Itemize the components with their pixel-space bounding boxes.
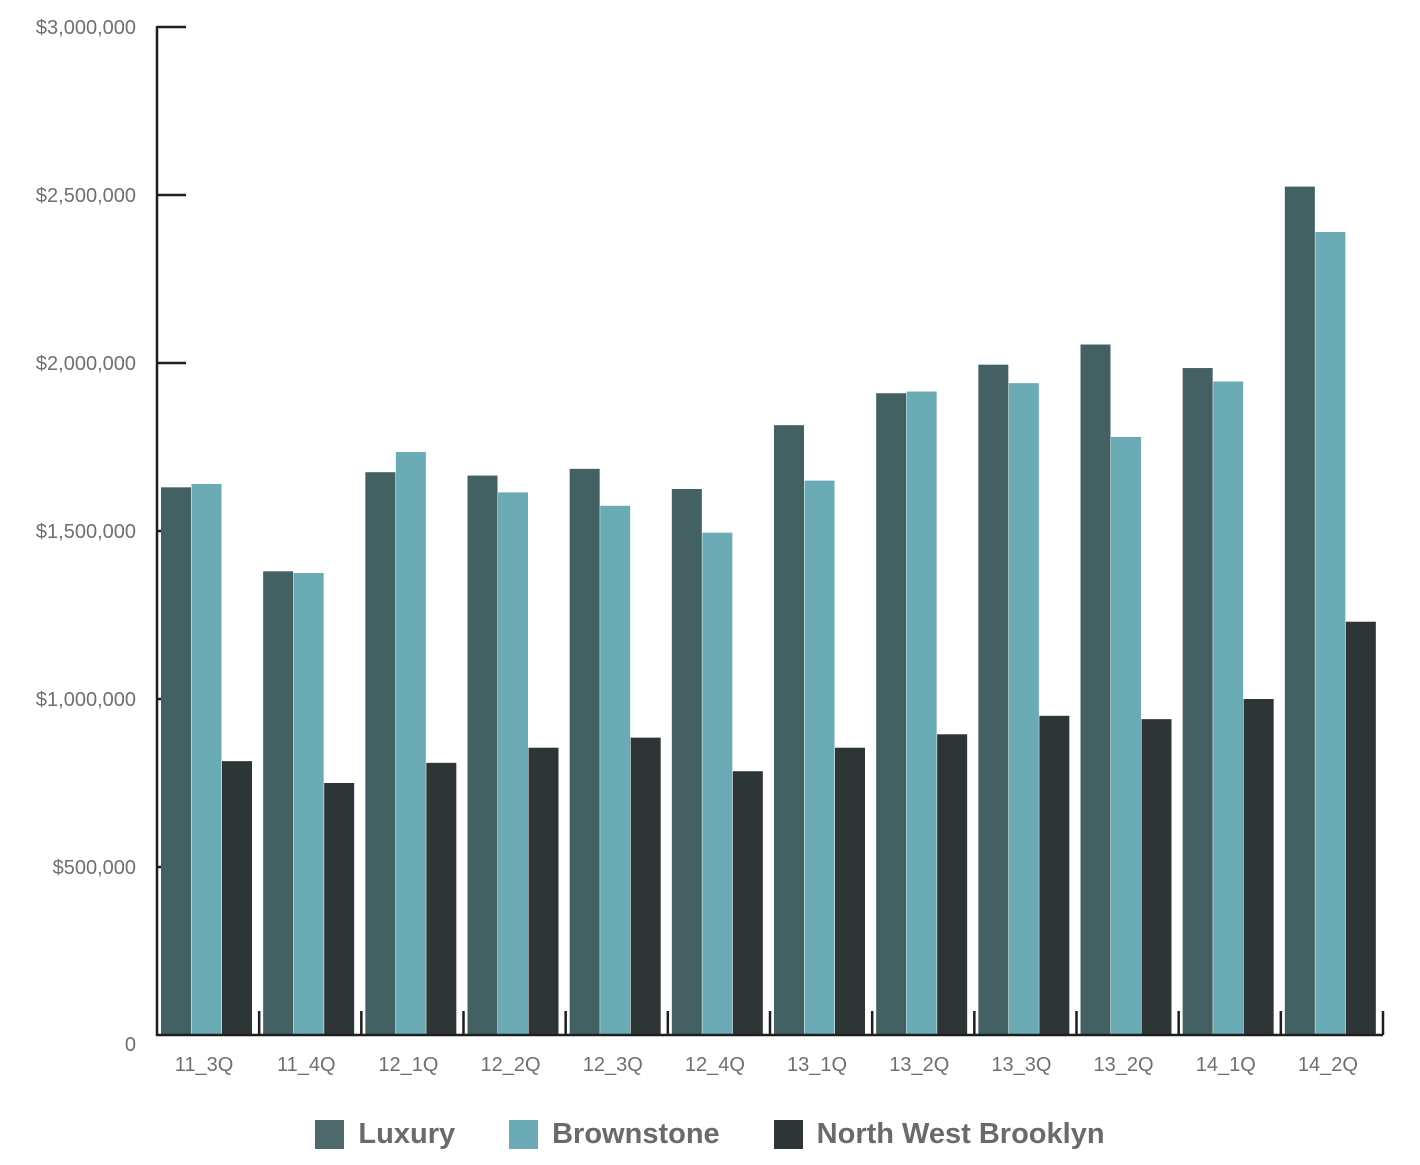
bar-luxury [1182,368,1213,1035]
bar-north-west-brooklyn [937,734,968,1035]
bar-brownstone [1315,231,1346,1035]
legend-swatch [773,1119,803,1149]
bar-luxury [671,489,702,1035]
bar-north-west-brooklyn [1243,699,1274,1035]
bar-luxury [1284,186,1315,1036]
y-tick-label: $3,000,000 [36,17,136,39]
legend-item: Luxury [315,1118,455,1151]
bar-north-west-brooklyn [222,761,252,1035]
y-tick-label: $2,500,000 [36,185,136,207]
x-tick-label: 14_1Q [1196,1054,1256,1076]
bar-brownstone [600,505,631,1035]
x-tick-label: 13_2Q [889,1054,949,1076]
legend-label: Brownstone [552,1117,720,1150]
y-axis: 0 $500,000 $1,000,000 $1,500,000 $2,000,000 $… [36,17,186,1056]
bar-luxury [263,571,294,1035]
bar-north-west-brooklyn [1039,715,1070,1035]
x-tick-label: 13_3Q [991,1054,1051,1076]
x-tick-label: 12_3Q [583,1054,643,1076]
bar-brownstone [1008,383,1039,1035]
y-tick-label: $500,000 [53,857,136,879]
bar-luxury [467,475,498,1035]
x-tick-label: 12_1Q [378,1054,438,1076]
legend: Luxury Brownstone North West Brooklyn [0,1112,1420,1156]
bar-luxury [1080,344,1111,1035]
legend-item: Brownstone [509,1118,720,1151]
bar-brownstone [395,452,426,1035]
bar-chart: 0 $500,000 $1,000,000 $1,500,000 $2,000,000 $… [36,17,1385,1076]
bar-brownstone [1111,436,1141,1035]
y-tick-label: $1,000,000 [36,689,136,711]
bar-north-west-brooklyn [528,747,559,1035]
x-axis: 11_3Q 11_4Q 12_1Q 12_2Q 12_3Q 12_4Q 13_1Q 13_2Q… [156,1011,1385,1076]
bar-luxury [161,487,191,1035]
x-tick-label: 12_2Q [481,1054,541,1076]
x-tick-label: 14_2Q [1298,1054,1358,1076]
bar-north-west-brooklyn [1345,621,1376,1035]
bar-north-west-brooklyn [630,737,661,1035]
bar-luxury [876,393,907,1035]
bar-brownstone [191,483,222,1036]
y-tick-label: $1,500,000 [36,521,136,543]
legend-item: North West Brooklyn [773,1117,1105,1151]
x-tick-label: 11_3Q [175,1054,234,1076]
bar-north-west-brooklyn [426,762,457,1035]
x-tick-label: 12_4Q [685,1054,745,1076]
legend-swatch [509,1119,539,1149]
bar-brownstone [906,391,937,1035]
bar-luxury [978,364,1009,1035]
bars [161,186,1376,1036]
bar-brownstone [804,480,835,1036]
x-tick-label: 13_2Q [1094,1054,1154,1076]
bar-north-west-brooklyn [1141,719,1172,1035]
bar-brownstone [702,532,733,1035]
bar-north-west-brooklyn [324,783,355,1035]
bar-north-west-brooklyn [835,747,865,1035]
bar-luxury [569,468,600,1036]
bar-brownstone [498,492,528,1035]
bar-luxury [365,472,396,1035]
x-tick-label: 11_4Q [277,1054,336,1076]
bar-north-west-brooklyn [732,771,763,1035]
bar-brownstone [1213,381,1244,1036]
legend-label: North West Brooklyn [816,1117,1105,1150]
y-tick-label: 0 [125,1034,136,1056]
bar-brownstone [293,573,324,1035]
x-tick-label: 13_1Q [787,1054,847,1076]
y-tick-label: $2,000,000 [36,353,136,375]
legend-label: Luxury [358,1117,456,1150]
legend-swatch [315,1119,345,1149]
bar-luxury [774,425,804,1035]
